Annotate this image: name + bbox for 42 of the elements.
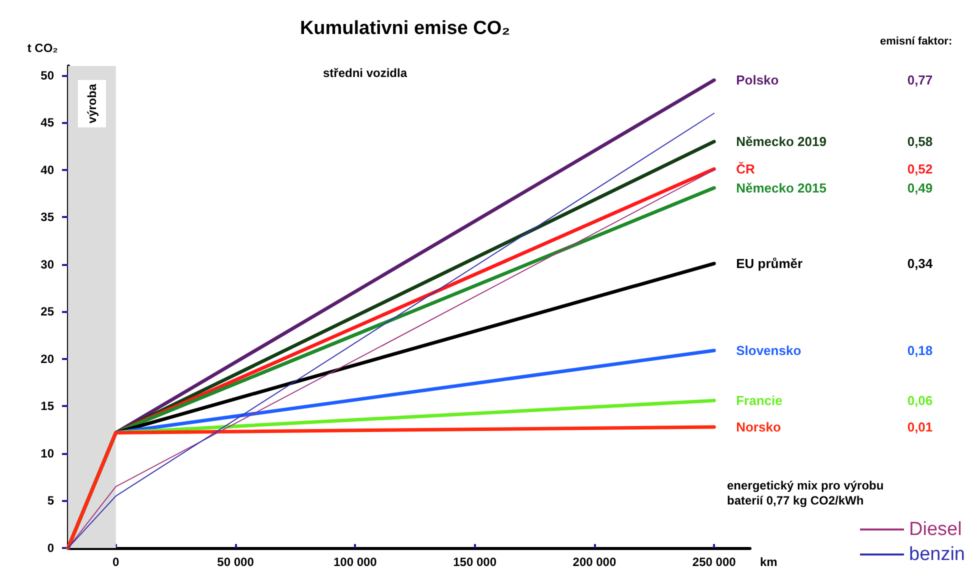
y-tick-label: 25 bbox=[40, 304, 54, 319]
y-tick-label: 10 bbox=[40, 446, 54, 460]
text: 0,77 bbox=[907, 72, 933, 88]
x-tick-label: 250 000 bbox=[692, 555, 736, 569]
x-tick-label: 0 bbox=[112, 555, 120, 569]
text: emisní faktor: bbox=[880, 36, 952, 48]
annotation: Slovensko bbox=[736, 342, 802, 358]
x-tick-label: 150 000 bbox=[453, 555, 497, 569]
text: 0,01 bbox=[907, 420, 933, 435]
x-tick-label: 50 000 bbox=[217, 555, 254, 569]
legend-label: benzin bbox=[909, 544, 966, 565]
text: 0,52 bbox=[907, 162, 933, 177]
y-tick-label: 45 bbox=[40, 116, 54, 130]
x-tick-label: 200 000 bbox=[572, 555, 616, 569]
y-tick-label: 35 bbox=[40, 210, 54, 224]
y-tick-label: 0 bbox=[47, 541, 54, 555]
annotation: Francie bbox=[736, 393, 782, 408]
text: 0,06 bbox=[907, 393, 933, 408]
annotation: Norsko bbox=[736, 420, 781, 435]
y-tick-label: 40 bbox=[40, 162, 54, 177]
annotation: ČR bbox=[736, 162, 756, 177]
band-label: výroba bbox=[84, 84, 99, 124]
y-tick-label: 50 bbox=[40, 68, 54, 82]
x-tick-label: 100 000 bbox=[333, 555, 378, 569]
y-tick-label: 30 bbox=[40, 257, 54, 272]
annotation: Německo 2015 bbox=[736, 180, 826, 196]
text: 0,49 bbox=[907, 180, 933, 196]
text: 0,34 bbox=[907, 256, 934, 272]
annotation: Polsko bbox=[736, 72, 779, 88]
text: 0,18 bbox=[907, 342, 933, 358]
chart-title: Kumulativni emise CO₂ bbox=[300, 18, 510, 39]
annotation: energetický mix pro výrobu baterií 0,77 kg CO2/kWh bbox=[727, 478, 884, 508]
y-axis-title: t CO₂ bbox=[27, 41, 58, 55]
text: 0,58 bbox=[907, 134, 933, 150]
legend-label: Diesel bbox=[909, 519, 962, 540]
annotation: Německo 2019 bbox=[736, 134, 826, 150]
annotation: EU průměr bbox=[736, 256, 803, 272]
chart-subtitle: středni vozidla bbox=[322, 66, 408, 80]
y-tick-label: 5 bbox=[47, 494, 54, 508]
y-tick-label: 20 bbox=[40, 352, 54, 366]
y-tick-label: 15 bbox=[40, 399, 54, 414]
x-axis-title: km bbox=[760, 555, 778, 569]
